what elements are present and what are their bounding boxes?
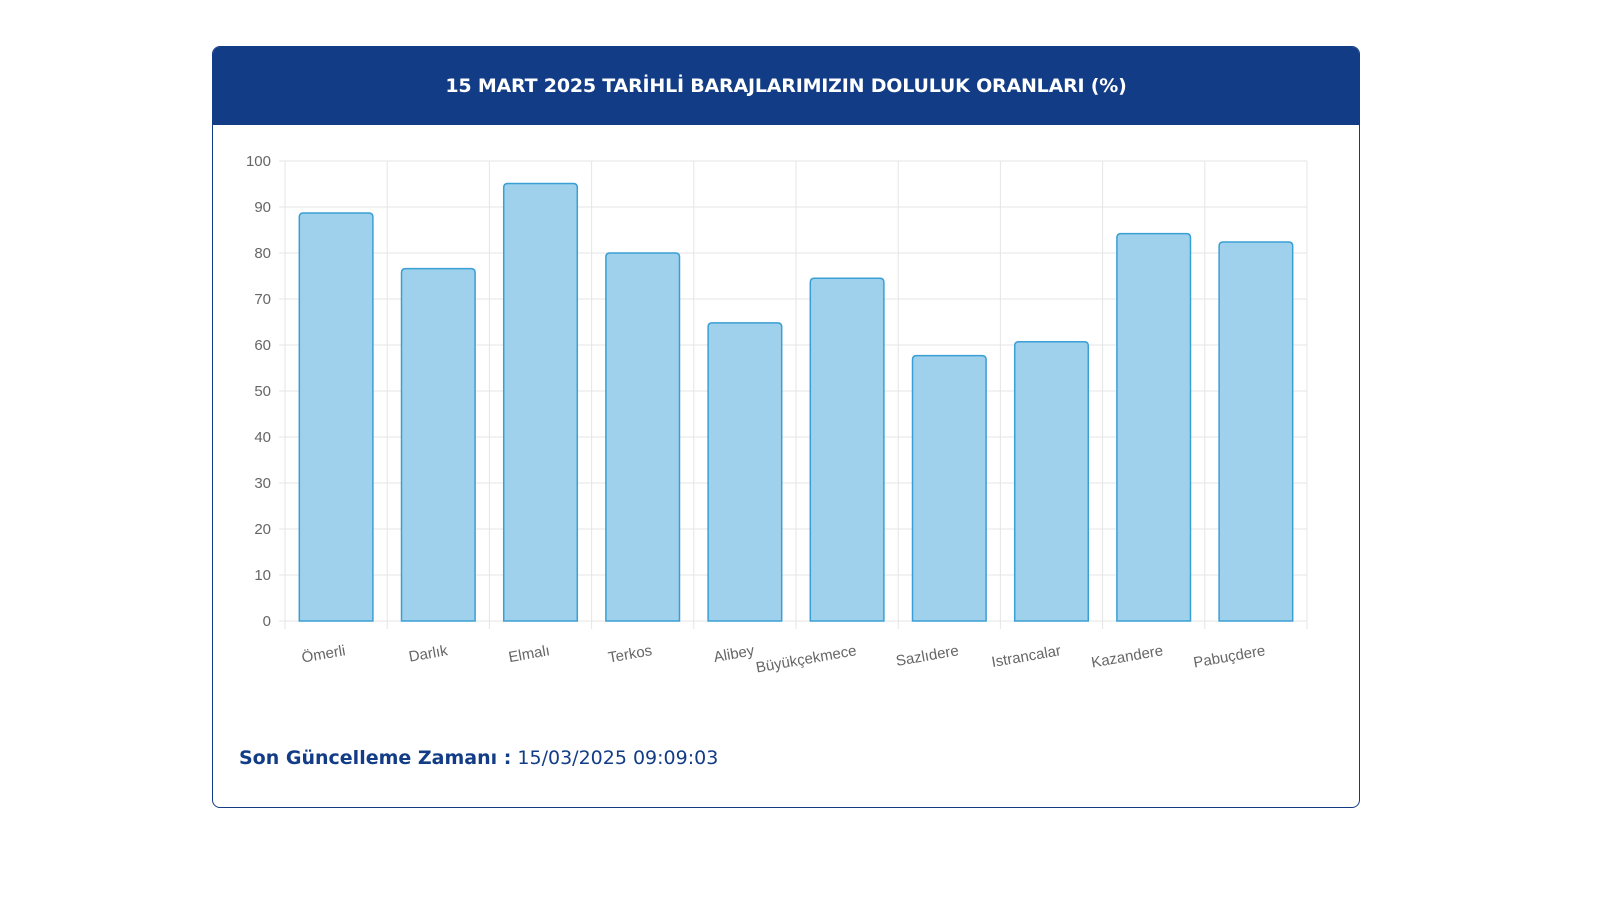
chart-card: 15 MART 2025 TARİHLİ BARAJLARIMIZIN DOLU… — [212, 46, 1360, 808]
x-tick-label: Istrancalar — [990, 642, 1062, 671]
y-tick-label: 50 — [254, 383, 271, 400]
bar-8[interactable] — [1116, 232, 1192, 622]
bar-7[interactable] — [1013, 341, 1090, 622]
x-tick-label: Sazlıdere — [895, 642, 960, 670]
y-tick-label: 60 — [254, 337, 271, 354]
bar-1[interactable] — [400, 267, 476, 622]
last-update: Son Güncelleme Zamanı : 15/03/2025 09:09… — [239, 747, 718, 769]
y-tick-label: 0 — [263, 613, 271, 630]
bars — [298, 182, 1294, 622]
x-tick-label: Ömerli — [300, 641, 347, 666]
chart-area: 0 10 20 30 40 50 60 70 80 90 100 Ömerli Darlık Elmal… — [213, 125, 1359, 715]
y-tick-label: 90 — [254, 199, 271, 216]
chart-title: 15 MART 2025 TARİHLİ BARAJLARIMIZIN DOLU… — [213, 47, 1359, 125]
x-tick-label: Büyükçekmece — [755, 642, 858, 676]
y-tick-label: 40 — [254, 429, 271, 446]
x-tick-label: Darlık — [407, 642, 449, 666]
last-update-value: 15/03/2025 09:09:03 — [517, 747, 719, 769]
bar-6[interactable] — [911, 354, 987, 622]
x-tick-label: Terkos — [607, 642, 653, 666]
y-tick-label: 20 — [254, 521, 271, 538]
bar-5[interactable] — [809, 277, 885, 622]
x-tick-label: Elmalı — [507, 642, 551, 666]
bar-4[interactable] — [707, 322, 783, 622]
x-tick-label: Alibey — [712, 642, 756, 666]
last-update-label: Son Güncelleme Zamanı : — [239, 747, 512, 769]
y-tick-label: 10 — [254, 567, 271, 584]
x-tick-label: Pabuçdere — [1192, 642, 1266, 671]
y-tick-label: 100 — [246, 153, 271, 170]
bar-2[interactable] — [502, 182, 579, 622]
bar-3[interactable] — [605, 252, 681, 622]
bar-0[interactable] — [298, 212, 374, 622]
y-axis-ticks: 0 10 20 30 40 50 60 70 80 90 100 — [246, 153, 271, 630]
x-tick-label: Kazandere — [1090, 642, 1164, 671]
bar-chart: 0 10 20 30 40 50 60 70 80 90 100 Ömerli Darlık Elmal… — [246, 153, 1308, 677]
y-tick-label: 30 — [254, 475, 271, 492]
x-axis-ticks: Ömerli Darlık Elmalı Terkos Alibey Büyükçekme… — [300, 641, 1266, 676]
bar-9[interactable] — [1218, 241, 1294, 622]
y-tick-label: 70 — [254, 291, 271, 308]
y-tick-label: 80 — [254, 245, 271, 262]
